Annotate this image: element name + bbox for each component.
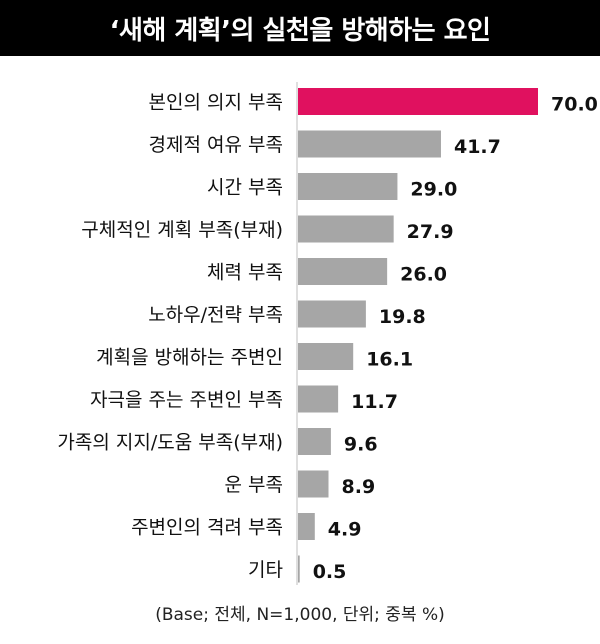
bar xyxy=(298,470,329,498)
category-label: 시간 부족 xyxy=(207,177,283,199)
bar xyxy=(298,555,300,583)
category-label: 계획을 방해하는 주변인 xyxy=(96,347,283,369)
category-label: 운 부족 xyxy=(225,474,283,496)
value-label: 9.6 xyxy=(344,434,378,456)
value-label: 70.0 xyxy=(551,94,598,116)
bar xyxy=(298,300,366,328)
value-label: 26.0 xyxy=(400,264,447,286)
category-label: 구체적인 계획 부족(부재) xyxy=(81,219,283,241)
category-label: 본인의 의지 부족 xyxy=(149,92,283,114)
value-label: 16.1 xyxy=(366,349,413,371)
value-label: 0.5 xyxy=(313,561,347,583)
value-label: 19.8 xyxy=(379,306,426,328)
bar xyxy=(298,258,388,285)
bar xyxy=(298,130,441,158)
bar xyxy=(298,215,394,243)
value-label: 4.9 xyxy=(328,519,362,541)
bar xyxy=(298,343,354,370)
bar xyxy=(298,173,398,200)
footnote: (Base; 전체, N=1,000, 단위; 중복 %) xyxy=(155,605,445,625)
bar-chart: 본인의 의지 부족 70.0 경제적 여유 부족 41.7 시간 부족 29.0 구체적인 … xyxy=(57,82,598,585)
category-label: 체력 부족 xyxy=(207,262,283,284)
bars-group: 본인의 의지 부족 70.0 경제적 여유 부족 41.7 시간 부족 29.0 구체적인 … xyxy=(57,88,598,583)
value-label: 29.0 xyxy=(410,179,457,201)
bar xyxy=(298,88,538,115)
category-label: 자극을 주는 주변인 부족 xyxy=(90,389,283,411)
bar xyxy=(298,513,315,540)
category-label: 노하우/전략 부족 xyxy=(148,304,283,326)
value-label: 41.7 xyxy=(454,136,501,158)
chart-title: ‘새해 계획’의 실천을 방해하는 요인 xyxy=(109,15,491,46)
title-bar: ‘새해 계획’의 실천을 방해하는 요인 xyxy=(0,0,600,56)
value-label: 11.7 xyxy=(351,391,398,413)
value-label: 27.9 xyxy=(407,221,454,243)
bar xyxy=(298,428,331,455)
value-label: 8.9 xyxy=(342,476,376,498)
category-label: 주변인의 격려 부족 xyxy=(131,517,283,539)
category-label: 가족의 지지/도움 부족(부재) xyxy=(57,432,283,454)
category-label: 경제적 여유 부족 xyxy=(149,134,283,156)
category-label: 기타 xyxy=(248,559,283,581)
bar xyxy=(298,385,339,413)
